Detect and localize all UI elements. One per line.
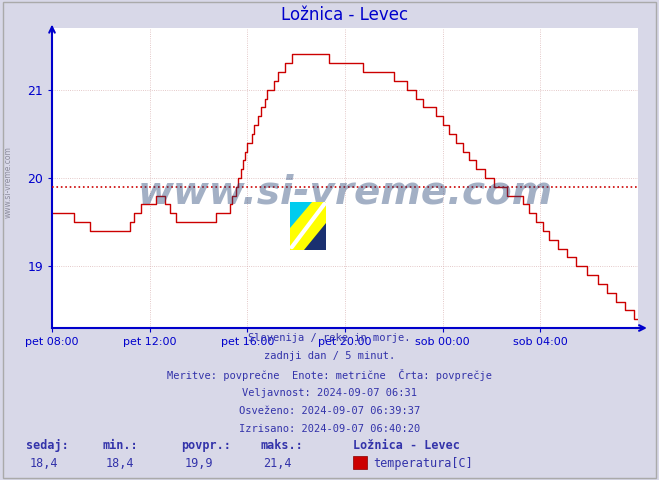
Text: Izrisano: 2024-09-07 06:40:20: Izrisano: 2024-09-07 06:40:20 [239,424,420,434]
Text: www.si-vreme.com: www.si-vreme.com [3,146,13,218]
Text: 18,4: 18,4 [30,457,58,470]
Text: Osveženo: 2024-09-07 06:39:37: Osveženo: 2024-09-07 06:39:37 [239,406,420,416]
Text: Ložnica - Levec: Ložnica - Levec [353,439,459,452]
Text: 18,4: 18,4 [105,457,134,470]
Text: Slovenija / reke in morje.: Slovenija / reke in morje. [248,333,411,343]
Title: Ložnica - Levec: Ložnica - Levec [281,6,409,24]
Text: min.:: min.: [102,439,138,452]
Text: www.si-vreme.com: www.si-vreme.com [137,174,553,212]
Text: zadnji dan / 5 minut.: zadnji dan / 5 minut. [264,351,395,361]
Text: temperatura[C]: temperatura[C] [374,457,473,470]
Text: Meritve: povprečne  Enote: metrične  Črta: povprečje: Meritve: povprečne Enote: metrične Črta:… [167,369,492,381]
Text: Veljavnost: 2024-09-07 06:31: Veljavnost: 2024-09-07 06:31 [242,387,417,397]
Text: 19,9: 19,9 [185,457,213,470]
Text: maks.:: maks.: [260,439,303,452]
Polygon shape [304,223,326,250]
Text: 21,4: 21,4 [264,457,292,470]
Text: sedaj:: sedaj: [26,439,69,452]
Text: povpr.:: povpr.: [181,439,231,452]
Polygon shape [290,202,312,228]
